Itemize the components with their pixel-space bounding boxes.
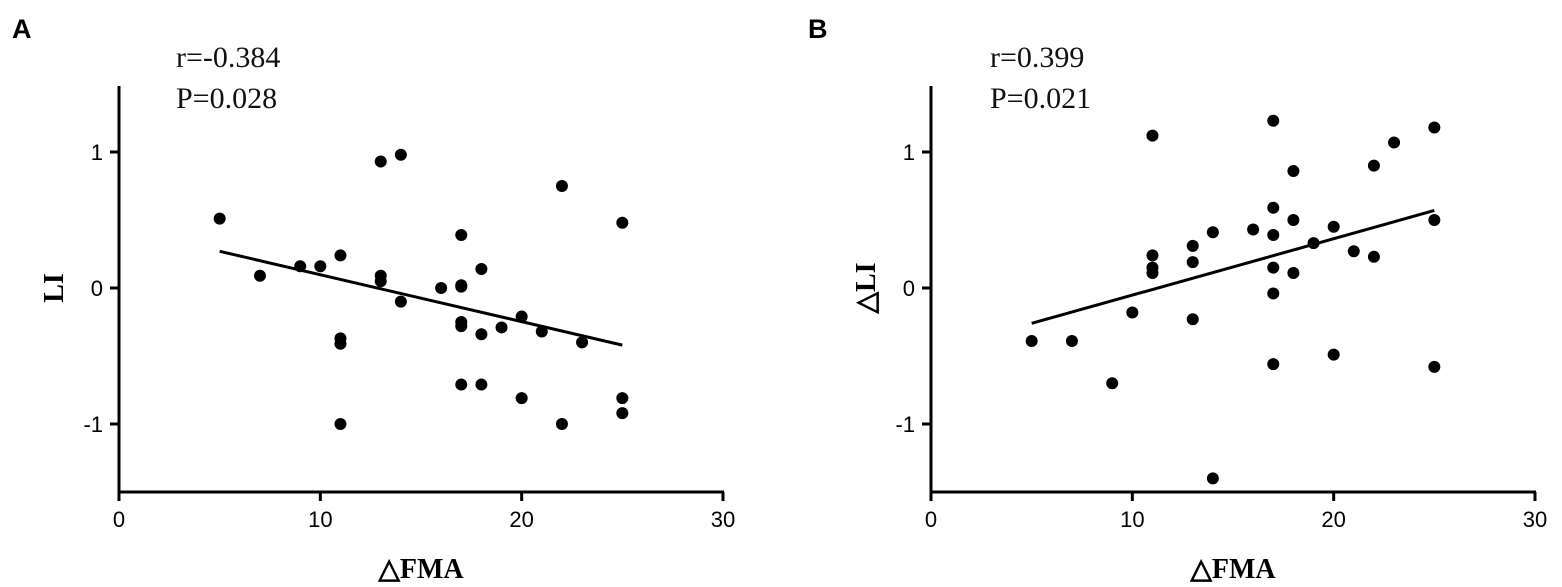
data-point: [294, 260, 307, 273]
data-point: [435, 282, 448, 294]
data-point: [576, 336, 589, 349]
x-tick-label: 30: [1523, 507, 1547, 532]
y-tick-label: -1: [895, 412, 915, 437]
x-tick-label: 20: [509, 507, 533, 532]
x-tick-label: 0: [925, 507, 937, 532]
x-tick-label: 30: [711, 507, 735, 532]
data-point: [1206, 472, 1219, 485]
data-point: [1267, 228, 1280, 241]
data-point: [1267, 114, 1280, 127]
data-point: [374, 155, 387, 168]
data-point: [495, 321, 508, 334]
data-point: [616, 392, 629, 405]
data-point: [1327, 220, 1340, 233]
data-point: [1287, 267, 1300, 280]
data-point: [1367, 159, 1380, 172]
data-point: [334, 418, 347, 430]
data-point: [455, 378, 468, 391]
x-axis-label: △FMA: [377, 554, 464, 585]
y-tick-label: -1: [83, 412, 103, 437]
data-point: [475, 328, 488, 341]
p-value-label: P=0.021: [990, 82, 1091, 115]
data-point: [1327, 348, 1340, 361]
data-point: [1267, 358, 1280, 371]
data-point: [1287, 214, 1300, 226]
correlation-r-label: r=-0.384: [176, 41, 280, 74]
data-point: [213, 212, 226, 225]
data-point: [475, 378, 488, 391]
data-point: [1367, 250, 1380, 263]
data-point: [555, 418, 568, 430]
data-point: [1267, 261, 1280, 274]
data-point: [334, 337, 347, 350]
panel-letter: B: [808, 14, 828, 44]
data-point: [394, 148, 407, 161]
data-point: [1126, 306, 1139, 319]
data-point: [475, 262, 488, 275]
data-point: [1065, 335, 1078, 348]
data-point: [1267, 201, 1280, 214]
data-point: [1186, 239, 1199, 252]
x-tick-label: 10: [308, 507, 332, 532]
data-point: [1267, 287, 1280, 300]
data-point: [253, 269, 266, 282]
y-tick-label: 0: [903, 276, 915, 301]
data-point: [1428, 214, 1441, 226]
data-point: [616, 216, 629, 229]
y-axis-label: △LI: [851, 262, 882, 314]
data-point: [1388, 136, 1401, 149]
data-point: [1307, 237, 1320, 250]
y-axis-label: LI: [39, 273, 70, 303]
data-point: [394, 295, 407, 308]
data-point: [1146, 249, 1159, 262]
data-point: [1347, 245, 1360, 258]
data-point: [515, 392, 528, 405]
data-point: [1186, 256, 1199, 269]
data-point: [455, 320, 468, 333]
data-point: [1146, 267, 1159, 280]
data-point: [314, 260, 327, 273]
data-point: [515, 310, 528, 323]
y-tick-label: 1: [903, 140, 915, 165]
regression-line: [219, 249, 623, 347]
correlation-r-label: r=0.399: [990, 41, 1084, 74]
x-tick-label: 10: [1120, 507, 1144, 532]
data-point: [1146, 129, 1159, 142]
data-point: [1247, 223, 1260, 236]
data-point: [334, 249, 347, 262]
data-point: [535, 325, 548, 338]
data-point: [1428, 121, 1441, 134]
p-value-label: P=0.028: [176, 82, 277, 115]
data-point: [455, 228, 468, 241]
data-point: [1428, 360, 1441, 373]
panel-letter: A: [12, 14, 32, 44]
data-point: [1025, 335, 1038, 348]
data-point: [1287, 165, 1300, 178]
regression-line: [1031, 209, 1435, 325]
data-point: [555, 180, 568, 192]
data-point: [374, 275, 387, 288]
x-tick-label: 20: [1321, 507, 1345, 532]
data-point: [1186, 313, 1199, 326]
data-point: [1206, 226, 1219, 239]
x-axis-label: △FMA: [1189, 554, 1276, 585]
y-tick-label: 0: [91, 276, 103, 301]
data-point: [455, 280, 468, 293]
data-point: [616, 407, 629, 420]
data-point: [1106, 377, 1119, 390]
y-tick-label: 1: [91, 140, 103, 165]
x-tick-label: 0: [113, 507, 125, 532]
